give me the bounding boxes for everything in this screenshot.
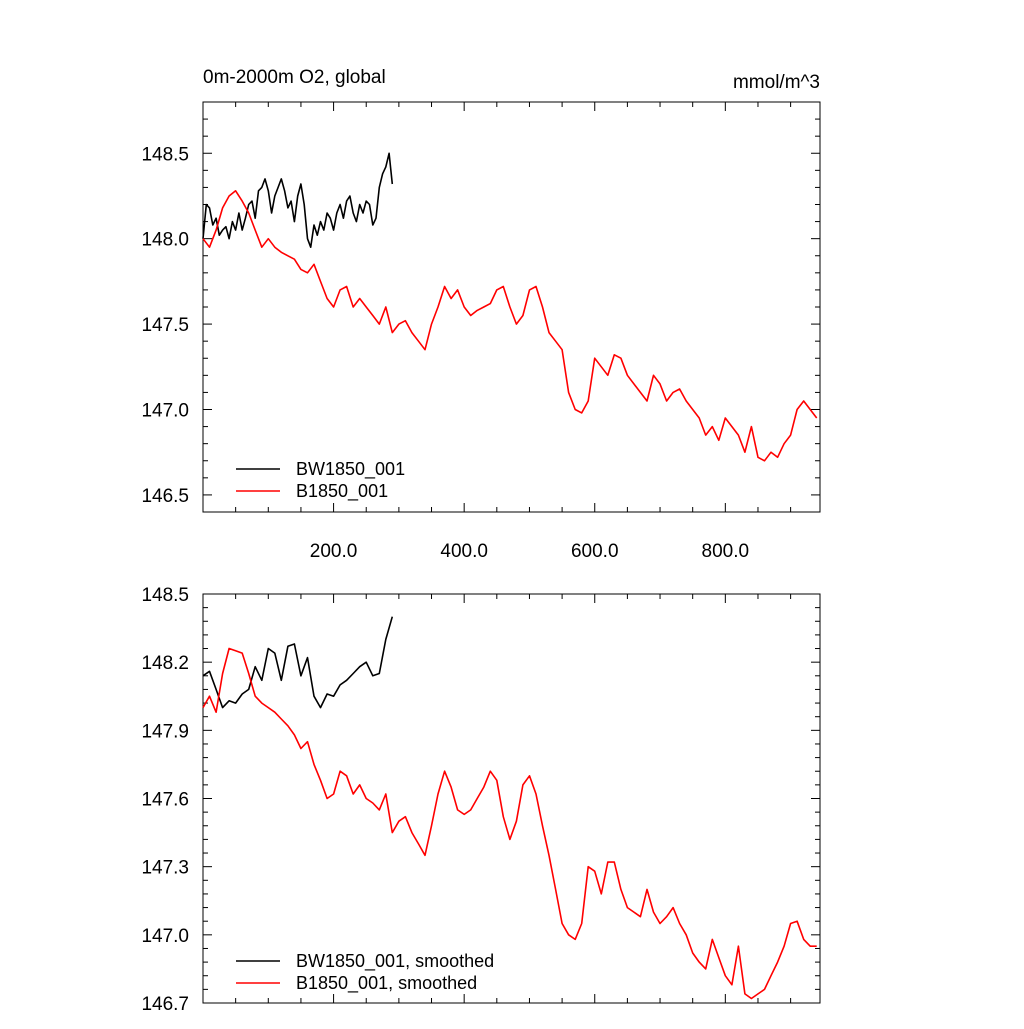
legend-label: B1850_001, smoothed — [296, 973, 477, 994]
x-tick-label: 400.0 — [440, 541, 488, 562]
y-tick-label: 147.9 — [141, 721, 189, 742]
plot-frame — [202, 593, 821, 1004]
y-tick-label: 147.6 — [141, 790, 189, 811]
y-tick-label: 146.5 — [141, 486, 189, 507]
series-line-red — [202, 190, 818, 462]
x-tick-label: 800.0 — [702, 541, 750, 562]
bottom-plot-panel: 146.7 147.0 147.3 147.6 147.9 148.2 148.5 BW185… — [141, 585, 821, 1015]
y-tick-label: 147.0 — [141, 401, 189, 422]
series-line-black — [202, 616, 394, 709]
legend-label: BW1850_001 — [296, 459, 405, 480]
legend-label: B1850_001 — [296, 481, 388, 502]
y-tick-label: 147.5 — [141, 315, 189, 336]
x-tick-label: 600.0 — [571, 541, 619, 562]
y-tick-label: 148.2 — [141, 653, 189, 674]
y-tick-label: 148.5 — [141, 144, 189, 165]
y-tick-label: 147.3 — [141, 858, 189, 879]
plot-frame — [202, 101, 821, 513]
units-label: mmol/m^3 — [733, 72, 820, 93]
series-line-red — [202, 647, 817, 1000]
top-plot-panel: 146.5 147.0 147.5 148.0 148.5 200.0 400.0 600.0… — [141, 101, 821, 562]
y-tick-label: 147.0 — [141, 926, 189, 947]
x-tick-label: 200.0 — [310, 541, 358, 562]
series-line-black — [202, 152, 394, 248]
y-tick-label: 148.5 — [141, 585, 189, 606]
y-tick-label: 148.0 — [141, 230, 189, 251]
legend-label: BW1850_001, smoothed — [296, 951, 494, 972]
y-tick-label: 146.7 — [141, 994, 189, 1015]
chart-title: 0m-2000m O2, global — [203, 67, 386, 88]
